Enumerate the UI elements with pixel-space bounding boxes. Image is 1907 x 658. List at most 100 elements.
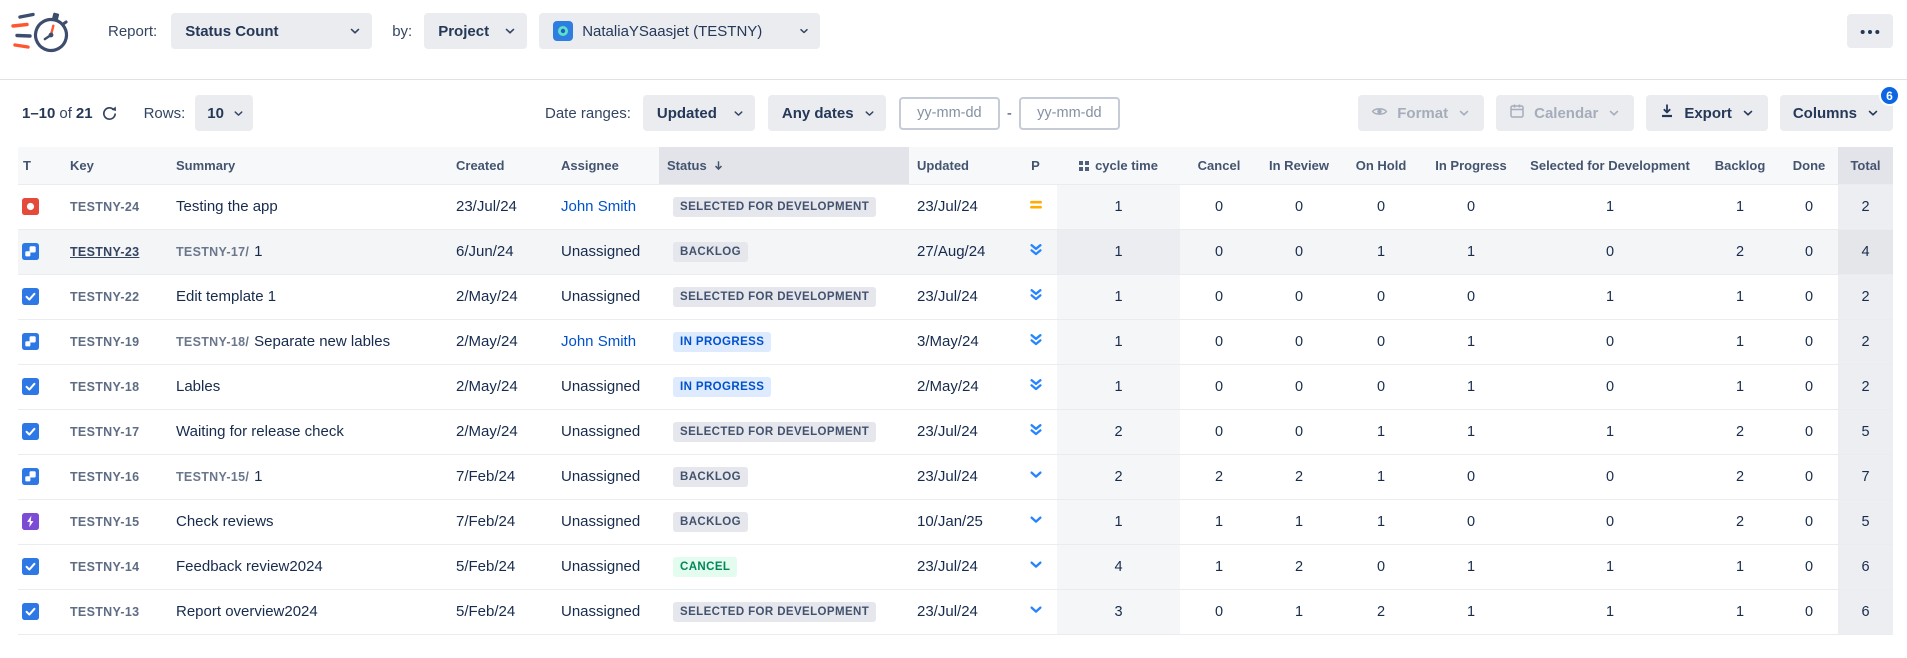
in-progress-value: 1 [1422, 364, 1520, 409]
cycle-time-value: 1 [1057, 499, 1180, 544]
status-cell: BACKLOG [659, 499, 909, 544]
done-value: 0 [1780, 364, 1838, 409]
group-by-select[interactable]: Project [424, 13, 527, 49]
column-header-summary[interactable]: Summary [168, 147, 448, 184]
report-type-select[interactable]: Status Count [171, 13, 372, 49]
updated-date: 23/Jul/24 [917, 558, 978, 575]
chevron-down-icon [503, 24, 517, 38]
table-row[interactable]: TESTNY-23TESTNY-17/16/Jun/24UnassignedBA… [18, 229, 1893, 274]
table-row[interactable]: TESTNY-18Lables2/May/24UnassignedIN PROG… [18, 364, 1893, 409]
column-header-in-review[interactable]: In Review [1258, 147, 1340, 184]
updated-date: 3/May/24 [917, 333, 979, 350]
issue-key-link[interactable]: TESTNY-13 [70, 605, 139, 619]
selected-for-development-value: 1 [1520, 184, 1700, 229]
format-label: Format [1397, 105, 1448, 122]
in-progress-value: 0 [1422, 454, 1520, 499]
priority-medium-icon [1028, 197, 1044, 213]
chevron-down-icon [732, 107, 745, 120]
parent-key-prefix: TESTNY-17/ [176, 245, 249, 259]
table-row[interactable]: TESTNY-16TESTNY-15/17/Feb/24UnassignedBA… [18, 454, 1893, 499]
column-header-cancel[interactable]: Cancel [1180, 147, 1258, 184]
chevron-down-icon [1457, 106, 1471, 120]
table-row[interactable]: TESTNY-22Edit template 12/May/24Unassign… [18, 274, 1893, 319]
table-row[interactable]: TESTNY-24 Testing the app 23/Jul/24 John Sm… [18, 184, 1893, 229]
rows-per-page-select[interactable]: 10 [195, 95, 253, 131]
issue-summary: Report overview2024 [176, 603, 318, 620]
project-value: NataliaYSaasjet (TESTNY) [582, 23, 762, 40]
project-select[interactable]: NataliaYSaasjet (TESTNY) [539, 13, 820, 49]
priority-low-icon [1028, 602, 1044, 618]
issue-key-link[interactable]: TESTNY-19 [70, 335, 139, 349]
table-row[interactable]: TESTNY-17Waiting for release check2/May/… [18, 409, 1893, 454]
done-value: 0 [1780, 274, 1838, 319]
issue-key-link[interactable]: TESTNY-15 [70, 515, 139, 529]
column-header-total[interactable]: Total [1838, 147, 1893, 184]
date-field-select[interactable]: Updated [643, 95, 755, 131]
issue-key-link[interactable]: TESTNY-16 [70, 470, 139, 484]
cycle-time-value: 1 [1057, 184, 1180, 229]
column-header-backlog[interactable]: Backlog [1700, 147, 1780, 184]
column-header-created[interactable]: Created [448, 147, 553, 184]
status-cell: SELECTED FOR DEVELOPMENT [659, 184, 909, 229]
assignee: Unassigned [561, 288, 640, 305]
cycle-time-value: 1 [1057, 319, 1180, 364]
refresh-icon[interactable] [101, 105, 118, 122]
status-cell: BACKLOG [659, 229, 909, 274]
created-date: 2/May/24 [456, 378, 518, 395]
column-header-updated[interactable]: Updated [909, 147, 1014, 184]
issue-key-link[interactable]: TESTNY-18 [70, 380, 139, 394]
column-label: Status [667, 158, 707, 173]
table-row[interactable]: TESTNY-15Check reviews7/Feb/24Unassigned… [18, 499, 1893, 544]
column-header-cycle-time[interactable]: cycle time [1057, 147, 1180, 184]
table-row[interactable]: TESTNY-13Report overview20245/Feb/24Unas… [18, 589, 1893, 634]
created-date: 7/Feb/24 [456, 513, 515, 530]
status-badge: BACKLOG [673, 512, 748, 532]
assignee[interactable]: John Smith [561, 198, 636, 215]
column-label: Cancel [1198, 158, 1241, 173]
issue-key-link[interactable]: TESTNY-17 [70, 425, 139, 439]
column-header-done[interactable]: Done [1780, 147, 1838, 184]
calendar-button: Calendar [1496, 95, 1634, 131]
table-row[interactable]: TESTNY-19TESTNY-18/Separate new lables2/… [18, 319, 1893, 364]
column-header-in-progress[interactable]: In Progress [1422, 147, 1520, 184]
issue-key-link[interactable]: TESTNY-14 [70, 560, 139, 574]
date-field-value: Updated [657, 105, 717, 122]
issue-key-link[interactable]: TESTNY-24 [70, 200, 139, 214]
date-from-input[interactable] [899, 97, 1000, 130]
task-icon [22, 288, 62, 305]
column-header-on-hold[interactable]: On Hold [1340, 147, 1422, 184]
date-to-input[interactable] [1019, 97, 1120, 130]
created-date: 23/Jul/24 [456, 198, 517, 215]
column-header-key[interactable]: Key [62, 147, 168, 184]
created-date: 2/May/24 [456, 288, 518, 305]
status-cell: SELECTED FOR DEVELOPMENT [659, 409, 909, 454]
updated-date: 10/Jan/25 [917, 513, 983, 530]
cycle-time-value: 3 [1057, 589, 1180, 634]
assignee[interactable]: John Smith [561, 333, 636, 350]
backlog-value: 2 [1700, 454, 1780, 499]
priority-lowest-icon [1028, 287, 1044, 303]
column-header-assignee[interactable]: Assignee [553, 147, 659, 184]
chevron-down-icon [1607, 106, 1621, 120]
column-label: Assignee [561, 158, 619, 173]
export-button[interactable]: Export [1646, 95, 1768, 131]
report-label: Report: [108, 23, 157, 40]
issue-summary: Testing the app [176, 198, 278, 215]
issue-key-link[interactable]: TESTNY-22 [70, 290, 139, 304]
columns-button[interactable]: Columns [1780, 95, 1893, 131]
issue-summary: Feedback review2024 [176, 558, 323, 575]
date-mode-select[interactable]: Any dates [768, 95, 886, 131]
more-options-button[interactable] [1847, 14, 1893, 48]
issue-key-link[interactable]: TESTNY-23 [70, 245, 139, 259]
table-row[interactable]: TESTNY-14Feedback review20245/Feb/24Unas… [18, 544, 1893, 589]
task-icon [22, 378, 62, 395]
column-header-status[interactable]: Status [659, 147, 909, 184]
selected-for-development-value: 1 [1520, 409, 1700, 454]
cancel-value: 0 [1180, 589, 1258, 634]
cancel-value: 2 [1180, 454, 1258, 499]
selected-for-development-value: 1 [1520, 589, 1700, 634]
column-header-p[interactable]: P [1014, 147, 1057, 184]
column-header-t[interactable]: T [18, 147, 62, 184]
app-window: Report: Status Count by: Project Natalia… [0, 0, 1907, 658]
column-header-selected-for-development[interactable]: Selected for Development [1520, 147, 1700, 184]
